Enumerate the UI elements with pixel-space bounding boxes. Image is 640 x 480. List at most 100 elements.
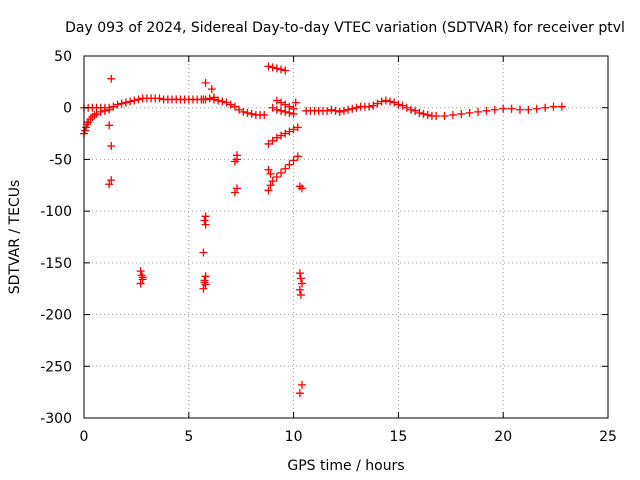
- data-point: [285, 160, 294, 169]
- data-point: [277, 98, 286, 107]
- data-point: [549, 102, 558, 111]
- data-point: [92, 109, 101, 118]
- data-point: [230, 188, 239, 197]
- data-point: [406, 105, 415, 114]
- data-point: [130, 96, 139, 105]
- data-point: [335, 107, 344, 116]
- data-point: [281, 164, 290, 173]
- data-point: [365, 102, 374, 111]
- data-point: [524, 105, 533, 114]
- x-tick-label: 20: [494, 429, 512, 445]
- data-point: [440, 111, 449, 120]
- data-point: [344, 105, 353, 114]
- y-tick-label: -150: [40, 256, 72, 272]
- data-point: [137, 271, 146, 280]
- data-point: [295, 389, 304, 398]
- y-tick-label: 50: [54, 49, 72, 65]
- data-point: [295, 285, 304, 294]
- data-point: [289, 156, 298, 165]
- data-point: [233, 155, 242, 164]
- data-point: [490, 105, 499, 114]
- data-point: [369, 101, 378, 110]
- data-point: [457, 109, 466, 118]
- y-tick-label: -100: [40, 204, 72, 220]
- data-point: [113, 100, 122, 109]
- data-point: [419, 109, 428, 118]
- tick-layer: 0 5 10 15 20 25 -300 -250 -200 -150 -100 -50 0 50: [40, 49, 617, 445]
- data-point: [557, 102, 566, 111]
- data-point: [226, 100, 235, 109]
- data-point: [272, 105, 281, 114]
- data-point: [264, 186, 273, 195]
- data-point: [264, 62, 273, 71]
- data-point: [239, 107, 248, 116]
- data-point: [277, 168, 286, 177]
- series-main-band-b: [109, 95, 143, 111]
- series-scatter-b: [136, 267, 147, 288]
- data-point: [281, 129, 290, 138]
- data-point: [105, 105, 114, 114]
- data-point: [465, 108, 474, 117]
- data-point: [277, 131, 286, 140]
- data-point: [136, 279, 145, 288]
- y-axis-label: SDTVAR / TECUs: [7, 180, 23, 295]
- chart-title: Day 093 of 2024, Sidereal Day-to-day VTE…: [65, 20, 625, 36]
- data-point: [532, 104, 541, 113]
- data-point: [209, 93, 218, 102]
- series-scatter-j: [272, 96, 300, 113]
- y-tick-label: -50: [49, 152, 72, 168]
- data-point: [266, 169, 275, 178]
- data-point: [331, 106, 340, 115]
- x-tick-label: 0: [80, 429, 89, 445]
- data-point: [277, 106, 286, 115]
- series-main-band-h: [432, 102, 566, 120]
- data-point: [268, 63, 277, 72]
- data-point: [402, 103, 411, 112]
- data-point: [268, 136, 277, 145]
- data-point: [272, 64, 281, 73]
- data-point: [247, 109, 256, 118]
- data-point: [348, 104, 357, 113]
- data-point: [295, 182, 304, 191]
- data-point: [285, 102, 294, 111]
- data-point: [138, 273, 147, 282]
- x-tick-label: 25: [599, 429, 617, 445]
- data-layer: [80, 62, 566, 398]
- data-point: [289, 125, 298, 134]
- data-point: [218, 97, 227, 106]
- data-point: [107, 141, 116, 150]
- data-point: [268, 177, 277, 186]
- data-point: [201, 272, 210, 281]
- data-point: [134, 95, 143, 104]
- data-point: [264, 165, 273, 174]
- series-scatter-e: [264, 62, 290, 75]
- series-scatter-f: [264, 123, 302, 148]
- data-point: [482, 106, 491, 115]
- data-point: [411, 106, 420, 115]
- data-point: [100, 106, 109, 115]
- data-point: [107, 176, 116, 185]
- data-point: [235, 105, 244, 114]
- series-scatter-g: [264, 152, 302, 195]
- data-point: [266, 181, 275, 190]
- x-tick-label: 10: [285, 429, 303, 445]
- data-point: [214, 96, 223, 105]
- data-point: [398, 101, 407, 110]
- data-point: [423, 110, 432, 119]
- series-main-band-g: [369, 96, 436, 120]
- data-point: [432, 111, 441, 120]
- data-point: [243, 108, 252, 117]
- data-point: [105, 121, 114, 130]
- data-point: [136, 267, 145, 276]
- data-point: [293, 152, 302, 161]
- series-tail-start: [80, 105, 114, 138]
- data-point: [272, 96, 281, 105]
- data-point: [390, 98, 399, 107]
- data-point: [448, 110, 457, 119]
- series-main-band-f: [302, 102, 374, 116]
- data-point: [339, 106, 348, 115]
- data-point: [293, 123, 302, 132]
- data-point: [199, 248, 208, 257]
- data-point: [230, 157, 239, 166]
